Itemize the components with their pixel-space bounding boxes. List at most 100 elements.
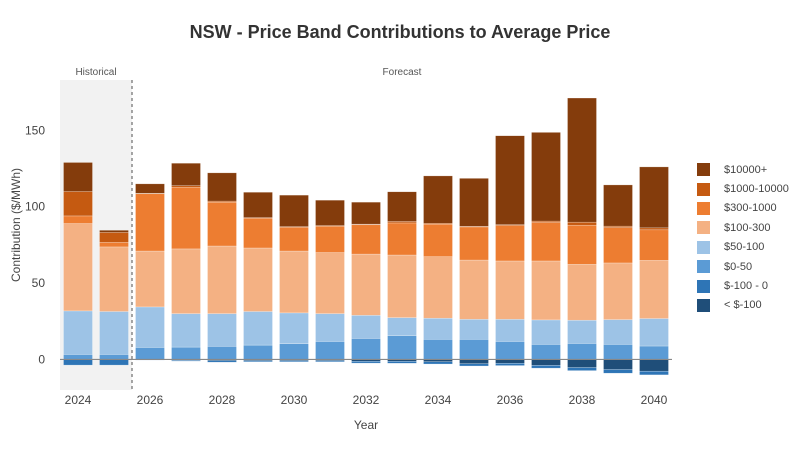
y-tick-label: 150	[25, 123, 45, 137]
bar-segment-2036-_50_100	[495, 319, 525, 342]
legend-item[interactable]: $100-300	[697, 218, 789, 237]
bar-segment-2038-<_100	[567, 359, 597, 368]
bar-segment-2030-_300_1000	[279, 226, 309, 252]
bar-segment-2031-_100_300	[315, 252, 345, 314]
x-tick-label: 2032	[353, 393, 380, 407]
bar-segment-2039-<_100	[603, 359, 633, 370]
bar-segment-2024-_10000_	[63, 162, 93, 192]
bar-segment-2025-_1000_10000	[99, 232, 129, 243]
legend-item[interactable]: $10000+	[697, 160, 789, 179]
x-tick-label: 2028	[209, 393, 236, 407]
legend-swatch	[697, 163, 710, 177]
bar-segment-2036-_300_1000	[495, 225, 525, 262]
bar-segment-2028-_300_1000	[207, 201, 237, 247]
bar-segment-2024-_1000_10000	[63, 191, 93, 217]
bar-segment-2028-_100_300	[207, 245, 237, 314]
bar-segment-2040-_100_0	[639, 370, 669, 376]
legend-label: $0-50	[724, 260, 753, 273]
bar-segment-2040-<_100	[639, 359, 669, 372]
x-tick-label: 2024	[65, 393, 92, 407]
y-tick-label: 50	[32, 276, 46, 290]
x-tick-label: 2026	[137, 393, 164, 407]
bar-segment-2026-_50_100	[135, 306, 165, 348]
bar-segment-2028-_10000_	[207, 172, 237, 202]
bar-segment-2032-_50_100	[351, 315, 381, 339]
legend-item[interactable]: $300-1000	[697, 199, 789, 218]
bar-segment-2034-_100_300	[423, 256, 453, 319]
bar-segment-2032-_10000_	[351, 201, 381, 225]
bar-segment-2034-_10000_	[423, 175, 453, 224]
legend-swatch	[697, 240, 710, 254]
bar-segment-2040-_0_50	[639, 345, 669, 360]
legend-item[interactable]: $-100 - 0	[697, 276, 789, 295]
bar-segment-2030-_10000_	[279, 194, 309, 227]
bar-segment-2027-_100_300	[171, 248, 201, 314]
legend-label: < $-100	[724, 299, 762, 312]
bar-segment-2037-_50_100	[531, 319, 561, 345]
bar-segment-2037-_100_0	[531, 365, 561, 369]
bar-segment-2025-_100_0	[99, 359, 129, 366]
bar-segment-2029-_0_50	[243, 344, 273, 360]
bar-segment-2037-_100_300	[531, 260, 561, 321]
bar-segment-2032-_100_0	[351, 361, 381, 364]
bar-segment-2031-_300_1000	[315, 225, 345, 253]
bar-segment-2038-_50_100	[567, 319, 597, 344]
bar-segment-2025-_10000_	[99, 230, 129, 233]
bar-segment-2039-_10000_	[603, 184, 633, 227]
bar-segment-2032-_300_1000	[351, 224, 381, 255]
bar-segment-2030-_50_100	[279, 312, 309, 344]
x-axis-title: Year	[354, 418, 378, 432]
bar-segment-2034-_300_1000	[423, 223, 453, 257]
legend-item[interactable]: < $-100	[697, 296, 789, 315]
bar-segment-2039-_100_300	[603, 262, 633, 320]
bar-segment-2025-_100_300	[99, 246, 129, 312]
bar-segment-2037-_0_50	[531, 344, 561, 360]
y-tick-label: 0	[38, 352, 45, 366]
bar-segment-2027-_10000_	[171, 162, 201, 186]
legend-label: $10000+	[724, 163, 768, 176]
legend-item[interactable]: $1000-10000	[697, 179, 789, 198]
legend-swatch	[697, 201, 710, 215]
y-tick-label: 100	[25, 200, 45, 214]
legend-item[interactable]: $0-50	[697, 257, 789, 276]
bar-segment-2038-_300_1000	[567, 224, 597, 265]
bar-segment-2029-_300_1000	[243, 217, 273, 249]
bar-segment-2024-_0_50	[63, 354, 93, 360]
bar-segment-2038-_10000_	[567, 97, 597, 223]
legend-label: $50-100	[724, 241, 765, 254]
bar-segment-2033-_10000_	[387, 191, 417, 222]
bar-segment-2038-_0_50	[567, 343, 597, 360]
legend-swatch	[697, 279, 710, 293]
bar-segment-2037-_10000_	[531, 132, 561, 222]
bar-segment-2024-_300_1000	[63, 215, 93, 224]
bar-segment-2040-_300_1000	[639, 229, 669, 261]
bar-segment-2038-_100_0	[567, 367, 597, 371]
legend-label: $-100 - 0	[724, 280, 769, 293]
bar-segment-2040-_10000_	[639, 166, 669, 229]
bar-segment-2038-_100_300	[567, 264, 597, 321]
bar-segment-2036-_100_0	[495, 363, 525, 366]
bar-segment-2025-_0_50	[99, 354, 129, 360]
legend-swatch	[697, 221, 710, 235]
bar-segment-2029-_50_100	[243, 311, 273, 346]
bar-segment-2029-_10000_	[243, 191, 273, 218]
bar-segment-2028-_100_0	[207, 360, 237, 363]
bar-segment-2035-_100_0	[459, 363, 489, 367]
legend-swatch	[697, 298, 710, 312]
legend-item[interactable]: $50-100	[697, 238, 789, 257]
x-tick-label: 2038	[569, 393, 596, 407]
bar-segment-2035-_0_50	[459, 339, 489, 360]
bar-segment-2024-_50_100	[63, 310, 93, 355]
bar-segment-2034-_0_50	[423, 339, 453, 360]
bar-segment-2030-_0_50	[279, 343, 309, 360]
bar-segment-2035-_100_300	[459, 259, 489, 320]
bar-segment-2024-_100_300	[63, 223, 93, 312]
bar-segment-2036-_0_50	[495, 341, 525, 360]
region-label-historical: Historical	[75, 67, 116, 78]
bar-segment-2032-_100_300	[351, 253, 381, 316]
bar-segment-2033-_300_1000	[387, 222, 417, 256]
chart-title: NSW - Price Band Contributions to Averag…	[189, 22, 611, 42]
bar-segment-2034-_100_0	[423, 361, 453, 365]
legend-swatch	[697, 182, 710, 196]
